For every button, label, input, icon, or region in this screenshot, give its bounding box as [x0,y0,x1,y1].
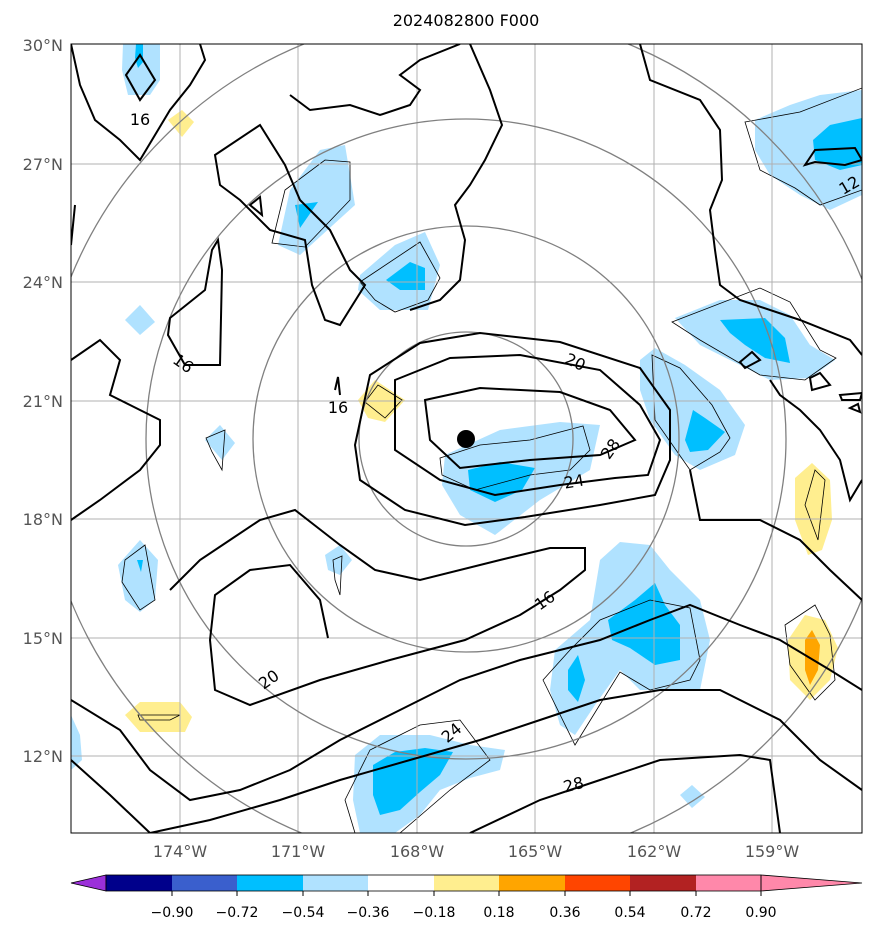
lon-label: 171°W [271,842,326,861]
colorbar-tick-label: −0.72 [216,905,259,921]
lat-label: 30°N [23,36,63,55]
lat-label: 15°N [23,629,63,648]
lat-label: 27°N [23,155,63,174]
colorbar-extend-left [70,874,107,892]
colorbar-segment [499,875,565,891]
lat-labels: 30°N 27°N 24°N 21°N 18°N 15°N 12°N [23,36,63,766]
storm-center-marker [457,430,475,448]
contour-label: 16 [130,110,150,129]
lat-label: 12°N [23,747,63,766]
map-panel: 16 16 16 20 28 24 16 20 24 28 12 [71,44,862,833]
lon-label: 165°W [508,842,563,861]
colorbar-ticks [171,891,762,896]
contour-label: 24 [562,470,585,492]
colorbar-segment [368,875,434,891]
colorbar-segment [434,875,499,891]
lon-label: 174°W [153,842,208,861]
colorbar-tick-label: 0.90 [745,905,776,921]
contour-label: 16 [328,398,348,417]
colorbar-segment [237,875,303,891]
map-title: 2024082800 F000 [393,11,540,30]
colorbar-tick-label: 0.18 [483,905,514,921]
colorbar-segment [172,875,237,891]
colorbar-segment [696,875,761,891]
lat-label: 21°N [23,392,63,411]
map-frame [70,43,863,834]
colorbar-segment [630,875,696,891]
colorbar-segment [303,875,368,891]
colorbar-tick-label: −0.90 [151,905,194,921]
range-rings [71,44,862,833]
orange-core [805,630,820,685]
colorbar-tick-label: 0.54 [614,905,645,921]
lat-label: 18°N [23,510,63,529]
contour-label: 28 [561,773,586,797]
colorbar-tick-label: 0.72 [680,905,711,921]
lon-label: 162°W [627,842,682,861]
colorbar-segment [106,875,172,891]
colorbar-tick-label: −0.18 [413,905,456,921]
lon-label: 159°W [745,842,800,861]
colorbar-segment [565,875,630,891]
thin-contours [121,87,862,833]
lat-label: 24°N [23,273,63,292]
colorbar-tick-label: −0.36 [347,905,390,921]
colorbar: −0.90 −0.72 −0.54 −0.36 −0.18 0.18 0.36 … [70,874,863,921]
colorbar-tick-labels: −0.90 −0.72 −0.54 −0.36 −0.18 0.18 0.36 … [151,905,777,921]
lon-labels: 174°W 171°W 168°W 165°W 162°W 159°W [153,842,800,861]
thick-contours [71,44,862,833]
colorbar-extend-right [760,874,863,892]
lon-label: 168°W [390,842,445,861]
colorbar-tick-label: 0.36 [549,905,580,921]
colorbar-tick-label: −0.54 [282,905,325,921]
